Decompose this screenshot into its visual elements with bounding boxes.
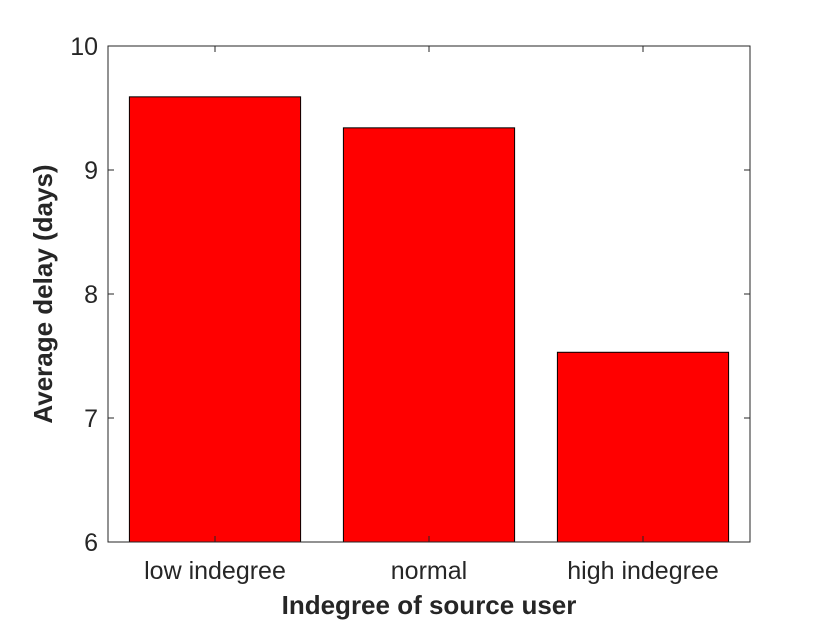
y-tick-label: 9 <box>84 157 98 185</box>
x-tick-label: high indegree <box>567 557 719 585</box>
x-tick-label: normal <box>391 557 467 585</box>
y-axis-title: Average delay (days) <box>28 164 58 423</box>
plot-frame <box>107 45 751 543</box>
x-tick-label: low indegree <box>144 557 286 585</box>
y-tick-label: 7 <box>84 405 98 433</box>
bar-normal <box>342 127 516 543</box>
bar-high-indegree <box>556 351 730 543</box>
x-axis-title: Indegree of source user <box>282 590 577 620</box>
y-tick-label: 8 <box>84 281 98 309</box>
y-tick-label: 6 <box>84 529 98 557</box>
y-tick-label: 10 <box>70 33 98 61</box>
bar-low-indegree <box>128 96 302 543</box>
